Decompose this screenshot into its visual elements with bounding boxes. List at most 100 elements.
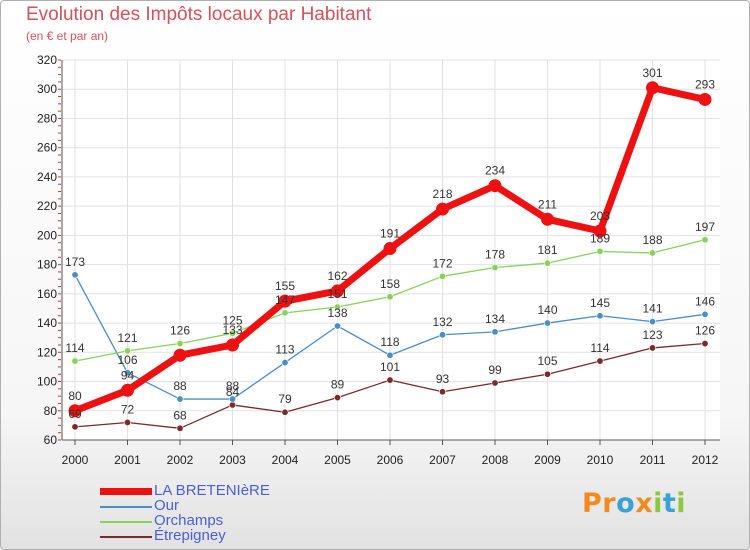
data-point-etrepigney xyxy=(438,388,446,396)
data-label-our: 88 xyxy=(173,379,187,393)
data-point-our xyxy=(71,271,79,279)
y-tick-label: 100 xyxy=(37,375,57,389)
data-label-etrepigney: 93 xyxy=(436,372,450,386)
legend-swatch-orchamps xyxy=(100,521,152,523)
data-point-our xyxy=(491,328,499,336)
y-tick-label: 140 xyxy=(37,316,57,330)
data-point-orchamps xyxy=(386,293,394,301)
logo-letter: i xyxy=(653,488,663,519)
data-point-our xyxy=(648,318,656,326)
legend-label-orchamps: Orchamps xyxy=(154,512,224,529)
data-label-etrepigney: 69 xyxy=(68,407,82,421)
y-tick-label: 220 xyxy=(37,199,57,213)
data-label-la-breteniere: 155 xyxy=(275,279,295,293)
data-label-orchamps: 151 xyxy=(327,287,347,301)
data-point-etrepigney xyxy=(386,376,394,384)
logo-letter: r xyxy=(602,488,617,519)
data-label-orchamps: 126 xyxy=(170,324,190,338)
legend-swatch-etrepigney xyxy=(100,536,152,538)
data-label-etrepigney: 126 xyxy=(695,324,715,338)
data-point-la-breteniere xyxy=(68,404,82,418)
data-label-our: 118 xyxy=(380,335,399,349)
series-lines xyxy=(68,81,712,432)
data-label-la-breteniere: 203 xyxy=(590,209,610,223)
data-point-orchamps xyxy=(281,309,289,317)
legend-swatch-la-breteniere xyxy=(100,488,152,495)
data-point-orchamps xyxy=(124,347,132,355)
data-point-la-breteniere xyxy=(278,294,292,308)
data-label-our: 134 xyxy=(485,312,505,326)
axes: 60 80 100 120 140 160 180 200 220 240 260 280 300 320… xyxy=(37,53,720,467)
x-tick-label: 2005 xyxy=(324,453,351,467)
data-point-la-breteniere xyxy=(646,81,659,95)
x-tick-label: 2004 xyxy=(272,453,299,467)
data-point-our xyxy=(176,395,184,403)
data-label-our: 106 xyxy=(117,353,137,367)
data-point-orchamps xyxy=(71,357,79,365)
data-label-orchamps: 181 xyxy=(537,243,557,257)
data-label-etrepigney: 101 xyxy=(380,360,400,374)
legend-label-our: Our xyxy=(154,497,180,514)
data-point-la-breteniere xyxy=(541,212,554,226)
data-label-la-breteniere: 191 xyxy=(380,227,400,241)
y-tick-label: 260 xyxy=(37,141,57,155)
data-point-la-breteniere xyxy=(698,92,712,106)
logo-letter: P xyxy=(582,488,603,519)
data-point-etrepigney xyxy=(543,370,551,378)
legend-label-la-breteniere: LA BRETENIèRE xyxy=(154,482,270,499)
data-point-our xyxy=(701,310,709,318)
legend-swatch-our xyxy=(100,506,152,508)
data-label-our: 113 xyxy=(275,343,294,357)
data-label-our: 173 xyxy=(65,255,85,269)
data-point-etrepigney xyxy=(491,379,499,387)
data-label-our: 141 xyxy=(642,302,662,316)
data-point-etrepigney xyxy=(124,418,132,426)
chart-title: Evolution des Impôts locaux par Habitant xyxy=(26,4,372,25)
data-point-la-breteniere xyxy=(436,202,449,216)
data-label-orchamps: 158 xyxy=(380,277,400,291)
data-point-our xyxy=(333,322,341,330)
y-tick-label: 180 xyxy=(37,258,57,272)
logo-letter: t xyxy=(662,488,677,519)
data-label-etrepigney: 79 xyxy=(278,392,292,406)
data-point-orchamps xyxy=(543,259,551,267)
data-point-orchamps xyxy=(491,264,499,272)
data-label-orchamps: 178 xyxy=(485,248,505,262)
data-label-la-breteniere: 211 xyxy=(538,197,557,211)
x-tick-label: 2008 xyxy=(482,453,509,467)
y-tick-label: 280 xyxy=(37,111,57,125)
x-tick-label: 2006 xyxy=(377,453,404,467)
y-tick-label: 120 xyxy=(37,345,57,359)
proxiti-logo: Proxiti xyxy=(582,488,686,519)
data-point-etrepigney xyxy=(176,424,184,432)
data-label-orchamps: 172 xyxy=(432,256,452,270)
data-point-la-breteniere xyxy=(331,284,344,298)
data-label-etrepigney: 99 xyxy=(488,363,502,377)
data-point-orchamps xyxy=(176,340,184,348)
data-label-orchamps: 147 xyxy=(275,293,295,307)
data-point-etrepigney xyxy=(701,340,709,348)
logo-letter: i xyxy=(676,488,687,519)
data-label-la-breteniere: 80 xyxy=(68,389,82,403)
data-label-orchamps: 188 xyxy=(642,233,662,247)
data-point-orchamps xyxy=(648,249,656,257)
data-point-la-breteniere xyxy=(226,338,239,352)
y-tick-label: 300 xyxy=(37,82,57,96)
data-point-orchamps xyxy=(701,236,709,244)
y-tick-label: 200 xyxy=(37,228,57,242)
x-tick-label: 2002 xyxy=(167,453,194,467)
logo-letter: o xyxy=(616,488,636,519)
data-point-la-breteniere xyxy=(383,242,397,256)
data-point-etrepigney xyxy=(229,401,237,409)
x-tick-label: 2009 xyxy=(534,453,561,467)
x-tick-label: 2000 xyxy=(62,453,89,467)
data-point-orchamps xyxy=(229,329,237,337)
x-tick-label: 2012 xyxy=(692,453,719,467)
data-label-our: 145 xyxy=(590,296,610,310)
data-label-la-breteniere: 162 xyxy=(327,269,347,283)
data-point-la-breteniere xyxy=(488,179,502,193)
data-point-orchamps xyxy=(333,303,341,311)
data-label-la-breteniere: 293 xyxy=(695,77,715,91)
chart-subtitle: (en € et par an) xyxy=(26,29,109,43)
